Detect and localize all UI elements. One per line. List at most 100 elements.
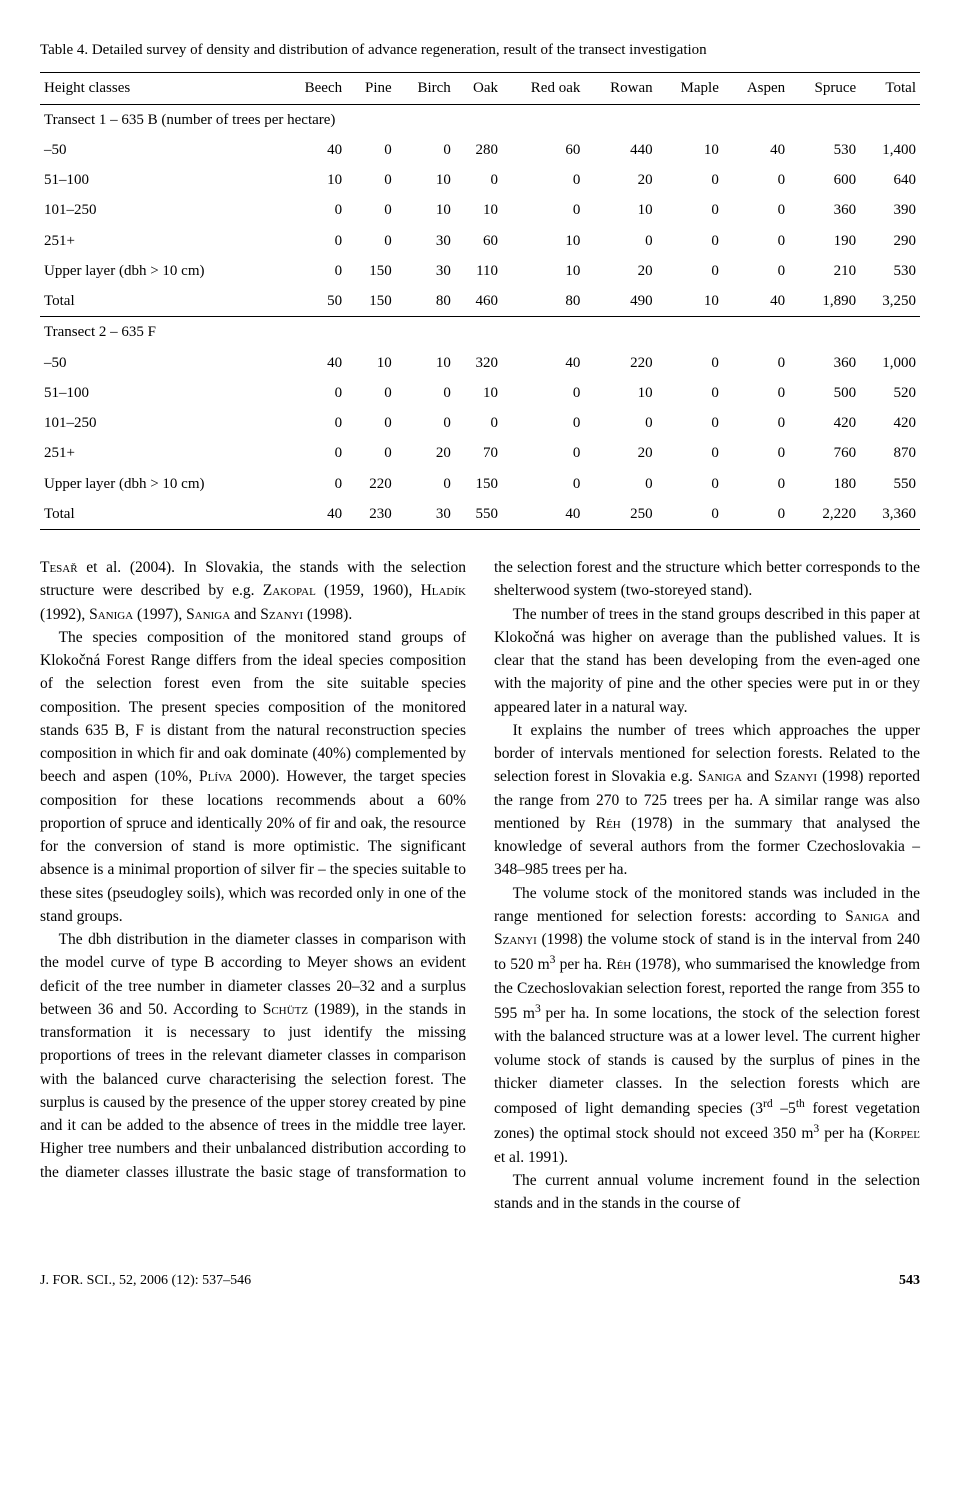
cell-value: 0 [346, 378, 396, 408]
cell-value: 150 [346, 256, 396, 286]
cell-value: 0 [657, 408, 723, 438]
regeneration-table: Height classes Beech Pine Birch Oak Red … [40, 72, 920, 530]
cell-value: 0 [657, 195, 723, 225]
cell-value: 0 [281, 256, 346, 286]
cell-value: 40 [723, 286, 789, 317]
cell-value: 40 [502, 348, 584, 378]
cell-value: 0 [346, 135, 396, 165]
text: The species composition of the monitored… [40, 629, 466, 786]
cell-value: 40 [502, 499, 584, 530]
cell-value: 20 [584, 438, 656, 468]
cell-value: 30 [396, 256, 455, 286]
cell-value: 0 [281, 195, 346, 225]
section-label: Transect 1 – 635 B (number of trees per … [40, 104, 920, 135]
author-name: Zakopal [263, 582, 316, 599]
col-header: Beech [281, 73, 346, 104]
cell-value: 1,000 [860, 348, 920, 378]
text: (1998). [303, 606, 352, 623]
cell-value: 0 [657, 438, 723, 468]
cell-value: 280 [455, 135, 502, 165]
cell-value: 0 [396, 469, 455, 499]
cell-value: 0 [723, 408, 789, 438]
cell-value: 10 [584, 195, 656, 225]
cell-value: 0 [657, 469, 723, 499]
col-header: Maple [657, 73, 723, 104]
cell-value: 0 [502, 165, 584, 195]
page-number: 543 [899, 1272, 920, 1291]
cell-value: 40 [281, 348, 346, 378]
cell-value: 190 [789, 226, 860, 256]
cell-value: 0 [396, 135, 455, 165]
cell-value: 10 [455, 378, 502, 408]
cell-value: 0 [502, 438, 584, 468]
cell-value: 600 [789, 165, 860, 195]
cell-value: 10 [396, 165, 455, 195]
cell-value: 60 [502, 135, 584, 165]
cell-value: 10 [281, 165, 346, 195]
cell-value: 0 [281, 226, 346, 256]
author-name: Saniga [186, 606, 230, 623]
cell-value: 250 [584, 499, 656, 530]
table-row: Total402303055040250002,2203,360 [40, 499, 920, 530]
paragraph: The volume stock of the monitored stands… [494, 882, 920, 1170]
cell-value: 530 [789, 135, 860, 165]
row-label: 101–250 [40, 408, 281, 438]
cell-value: 2,220 [789, 499, 860, 530]
text: (1992), [40, 606, 89, 623]
cell-value: 0 [723, 378, 789, 408]
row-label: 51–100 [40, 165, 281, 195]
cell-value: 230 [346, 499, 396, 530]
cell-value: 0 [455, 408, 502, 438]
cell-value: 0 [281, 438, 346, 468]
cell-value: 290 [860, 226, 920, 256]
cell-value: 550 [860, 469, 920, 499]
col-header: Height classes [40, 73, 281, 104]
col-header: Red oak [502, 73, 584, 104]
cell-value: 0 [502, 195, 584, 225]
cell-value: 1,400 [860, 135, 920, 165]
col-header: Spruce [789, 73, 860, 104]
cell-value: 0 [657, 378, 723, 408]
cell-value: 0 [396, 408, 455, 438]
row-label: 251+ [40, 438, 281, 468]
text: et al. 1991). [494, 1149, 568, 1166]
cell-value: 40 [281, 499, 346, 530]
table-row: Upper layer (dbh > 10 cm)015030110102000… [40, 256, 920, 286]
cell-value: 0 [396, 378, 455, 408]
table-caption: Table 4. Detailed survey of density and … [40, 40, 920, 60]
cell-value: 390 [860, 195, 920, 225]
col-header: Rowan [584, 73, 656, 104]
text: (1959, 1960), [316, 582, 421, 599]
page-footer: J. FOR. SCI., 52, 2006 (12): 537–546 543 [40, 1272, 920, 1291]
cell-value: 0 [502, 469, 584, 499]
row-label: 101–250 [40, 195, 281, 225]
cell-value: 40 [281, 135, 346, 165]
cell-value: 0 [723, 256, 789, 286]
paragraph: The species composition of the monitored… [40, 626, 466, 928]
cell-value: 0 [723, 348, 789, 378]
author-name: Schütz [263, 1001, 308, 1018]
cell-value: 40 [723, 135, 789, 165]
author-name: Hladík [421, 582, 466, 599]
cell-value: 0 [346, 165, 396, 195]
col-header: Aspen [723, 73, 789, 104]
author-name: Saniga [698, 768, 742, 785]
table-row: –5040101032040220003601,000 [40, 348, 920, 378]
paragraph: Tesař et al. (2004). In Slovakia, the st… [40, 556, 466, 626]
author-name: Réh [606, 956, 631, 973]
paragraph: It explains the number of trees which ap… [494, 719, 920, 882]
col-header: Total [860, 73, 920, 104]
cell-value: 440 [584, 135, 656, 165]
cell-value: 0 [281, 378, 346, 408]
row-label: –50 [40, 135, 281, 165]
author-name: Saniga [89, 606, 133, 623]
row-label: –50 [40, 348, 281, 378]
cell-value: 20 [396, 438, 455, 468]
cell-value: 0 [346, 438, 396, 468]
cell-value: 10 [657, 135, 723, 165]
author-name: Szanyi [494, 931, 537, 948]
cell-value: 760 [789, 438, 860, 468]
cell-value: 520 [860, 378, 920, 408]
table-section-row: Transect 2 – 635 F [40, 317, 920, 348]
cell-value: 10 [502, 256, 584, 286]
